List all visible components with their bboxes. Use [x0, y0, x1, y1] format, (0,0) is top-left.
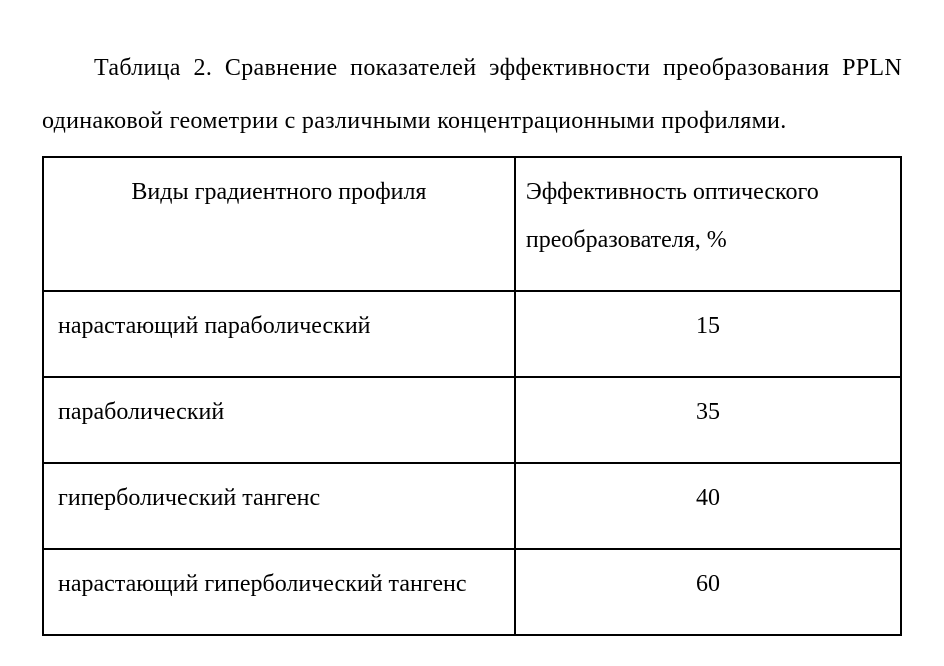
column-header-efficiency: Эффективность оптического преобразовател…: [515, 157, 901, 291]
table-row: нарастающий гиперболический тангенс 60: [43, 549, 901, 635]
table-row: нарастающий параболический 15: [43, 291, 901, 377]
table-row: гиперболический тангенс 40: [43, 463, 901, 549]
cell-profile: нарастающий гиперболический тангенс: [43, 549, 515, 635]
cell-efficiency: 15: [515, 291, 901, 377]
cell-efficiency: 40: [515, 463, 901, 549]
column-header-profile: Виды градиентного профиля: [43, 157, 515, 291]
table-header-row: Виды градиентного профиля Эффективность …: [43, 157, 901, 291]
cell-efficiency: 35: [515, 377, 901, 463]
cell-profile: гиперболический тангенс: [43, 463, 515, 549]
cell-efficiency: 60: [515, 549, 901, 635]
table-caption: Таблица 2. Сравнение показателей эффекти…: [42, 42, 902, 148]
cell-profile: нарастающий параболический: [43, 291, 515, 377]
table-row: параболический 35: [43, 377, 901, 463]
cell-profile: параболический: [43, 377, 515, 463]
page: Таблица 2. Сравнение показателей эффекти…: [0, 0, 944, 666]
